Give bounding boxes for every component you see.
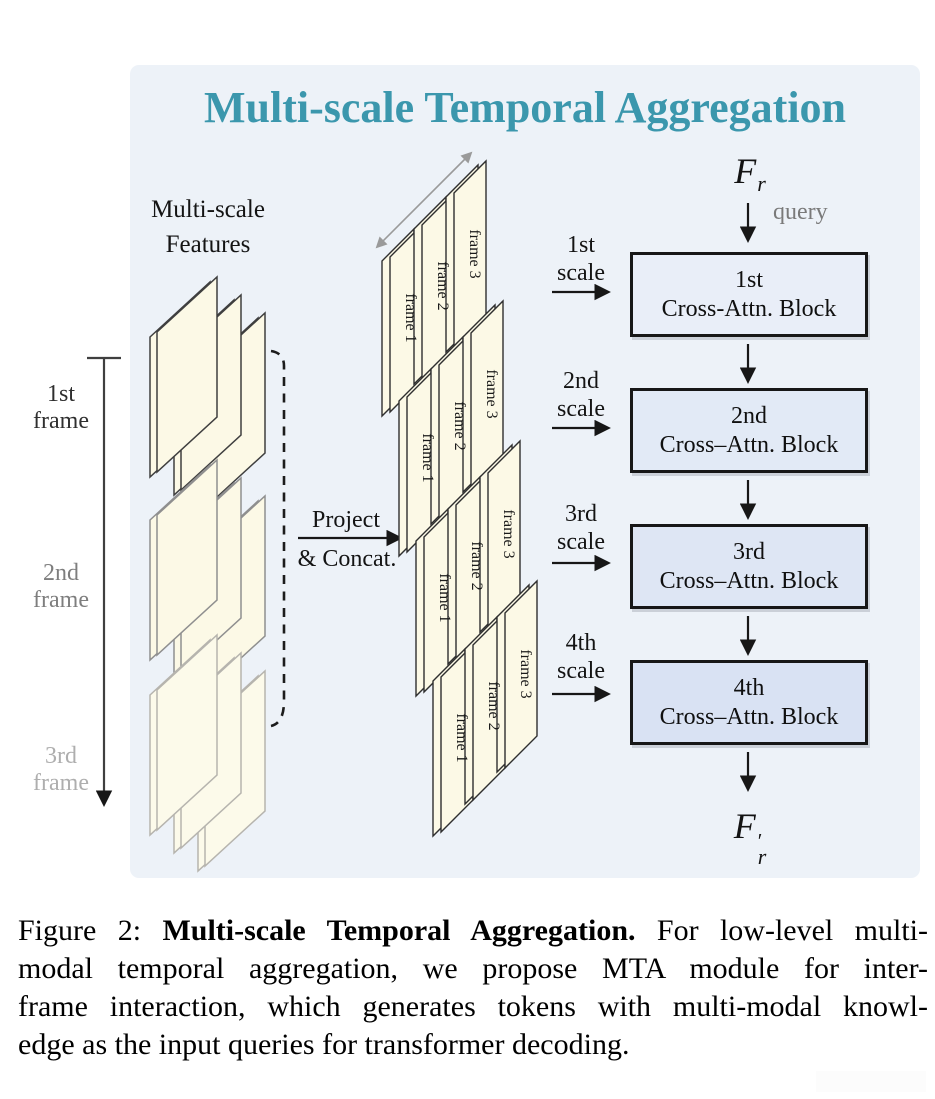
figure-title: Multi-scale Temporal Aggregation	[203, 83, 847, 132]
svg-text:3rd: 3rd	[565, 501, 597, 527]
figure-caption: Figure 2: Multi-scale Temporal Aggregati…	[18, 912, 928, 1064]
cross-attn-block-1: 1st Cross-Attn. Block	[630, 252, 868, 337]
svg-text:scale: scale	[557, 529, 605, 555]
scale-extent-arrow	[375, 151, 473, 249]
scale-arrows: 1st scale 2nd scale 3rd scale 4th scale	[552, 232, 611, 703]
svg-text:1st: 1st	[567, 232, 595, 258]
svg-text:scale: scale	[557, 396, 605, 422]
concat-stack-scale4	[432, 579, 538, 838]
frame-label-3rd: 3rd frame	[33, 743, 89, 796]
svg-text:4th: 4th	[566, 630, 597, 656]
project-label-line2: & Concat.	[298, 546, 397, 572]
caption-line-2: modal temporal aggregation, we propose M…	[18, 952, 928, 985]
svg-text:frame 3: frame 3	[466, 229, 483, 278]
cross-attn-block-4: 4th Cross–Attn. Block	[630, 660, 868, 745]
caption-line-3: frame interaction, which generates token…	[18, 990, 928, 1023]
concat-stack-scale3	[415, 439, 521, 698]
feature-stack-frame3	[149, 633, 266, 873]
input-feature-symbol: Fr	[734, 151, 766, 196]
svg-text:frame 1: frame 1	[453, 713, 470, 762]
frame-order-arrow	[87, 356, 121, 807]
svg-text:frame 1: frame 1	[419, 433, 436, 482]
feature-stack-frame1	[149, 275, 266, 515]
dashed-bracket	[270, 349, 286, 728]
project-label-line1: Project	[312, 507, 380, 533]
svg-text:frame 2: frame 2	[451, 401, 468, 450]
slab-frame-labels: frame 1 frame 2 frame 3 frame 1 frame 2 …	[402, 229, 534, 762]
svg-text:frame 1: frame 1	[402, 293, 419, 342]
svg-text:2nd: 2nd	[563, 368, 599, 394]
svg-text:frame 3: frame 3	[500, 509, 517, 558]
cross-attn-block-3: 3rd Cross–Attn. Block	[630, 524, 868, 609]
concat-stack-scale2	[398, 299, 504, 558]
svg-text:frame 2: frame 2	[485, 681, 502, 730]
heading-line-1: Multi-scale	[151, 196, 265, 223]
heading-line-2: Features	[165, 231, 251, 258]
svg-text:frame 2: frame 2	[468, 541, 485, 590]
svg-text:frame 3: frame 3	[483, 369, 500, 418]
project-concat: Project & Concat.	[298, 507, 403, 572]
caption-line-1: Figure 2: Multi-scale Temporal Aggregati…	[18, 914, 928, 947]
frame-label-2nd: 2nd frame	[33, 560, 89, 613]
svg-text:frame 1: frame 1	[436, 573, 453, 622]
concat-stack-scale1	[381, 159, 487, 418]
artifact-rect	[816, 1071, 926, 1092]
frame-label-1st: 1st frame	[33, 381, 89, 434]
cross-attn-block-2: 2nd Cross–Attn. Block	[630, 388, 868, 473]
svg-text:frame 3: frame 3	[517, 649, 534, 698]
multiscale-features-heading: Multi-scale Features	[127, 192, 289, 262]
svg-text:scale: scale	[557, 260, 605, 286]
query-label: query	[773, 199, 828, 225]
svg-text:scale: scale	[557, 658, 605, 684]
output-feature-symbol: F ′ r	[733, 806, 767, 869]
svg-text:frame 2: frame 2	[434, 261, 451, 310]
caption-line-4: edge as the input queries for transforme…	[18, 1028, 630, 1061]
